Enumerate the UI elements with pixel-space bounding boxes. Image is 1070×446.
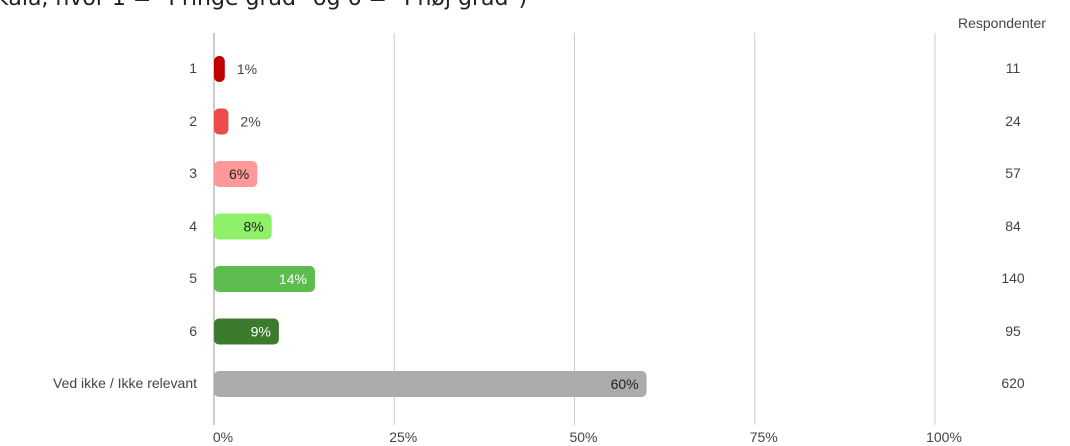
chart-title: kala, hvor 1 = "I ringe grad" og 6 = "I … — [0, 0, 527, 11]
bar-value-label: 60% — [611, 376, 639, 392]
bar — [214, 266, 315, 292]
bar — [214, 56, 225, 82]
bar-value-label: 1% — [237, 61, 257, 77]
bar-value-label: 9% — [251, 324, 271, 340]
bar — [214, 371, 647, 397]
x-tick-label: 25% — [389, 429, 417, 445]
x-tick-label: 75% — [750, 429, 778, 445]
bar — [214, 108, 229, 135]
bar — [214, 161, 258, 187]
bar — [214, 213, 272, 240]
bar — [214, 318, 279, 345]
x-tick-label: 0% — [213, 429, 233, 445]
x-tick-label: 50% — [569, 429, 597, 445]
bar-value-label: 14% — [279, 271, 307, 287]
bar-value-label: 2% — [240, 114, 260, 130]
bar-value-label: 6% — [229, 166, 249, 182]
x-tick-label: 100% — [926, 429, 962, 445]
bar-value-label: 8% — [243, 219, 263, 235]
respondents-header: Respondenter — [958, 15, 1046, 31]
